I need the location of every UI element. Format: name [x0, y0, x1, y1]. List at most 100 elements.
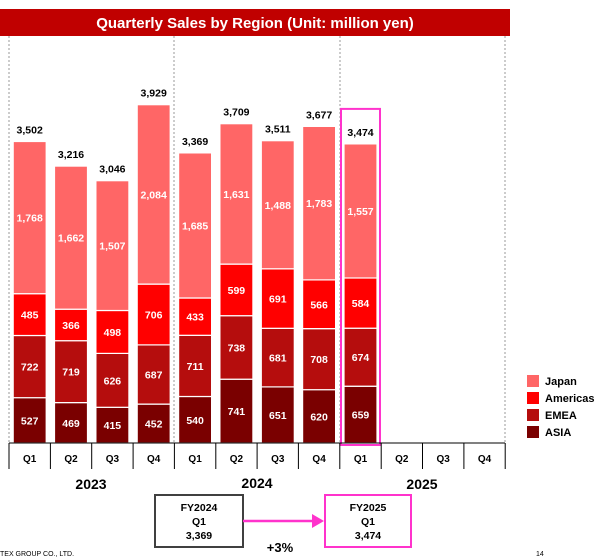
bar-americas-8	[343, 277, 378, 329]
value-label-japan-8: 1,557	[347, 206, 373, 218]
bar-japan-1	[53, 165, 89, 310]
legend-label-japan: Japan	[545, 376, 577, 388]
value-label-emea-5: 738	[228, 342, 246, 354]
year-label-2023: 2023	[75, 476, 106, 492]
bar-japan-8	[343, 143, 378, 279]
value-label-asia-3: 452	[145, 419, 163, 431]
total-label-1: 3,216	[58, 149, 84, 161]
value-label-americas-3: 706	[145, 310, 163, 322]
fy2025-label: FY2025	[350, 502, 387, 514]
x-tick-label-9: Q2	[395, 454, 409, 465]
bar-japan-6	[260, 140, 295, 270]
value-label-japan-5: 1,631	[223, 189, 249, 201]
bar-japan-0	[12, 140, 47, 295]
value-label-emea-0: 722	[21, 362, 39, 374]
x-tick-label-8: Q1	[354, 454, 368, 465]
total-label-8: 3,474	[347, 127, 373, 139]
bar-japan-2	[95, 180, 130, 312]
footer-company: TEX GROUP CO., LTD.	[0, 551, 74, 558]
value-label-americas-8: 584	[352, 298, 370, 310]
total-label-5: 3,709	[223, 107, 249, 119]
fy2025-value: 3,474	[355, 530, 381, 542]
x-tick-label-0: Q1	[23, 454, 37, 465]
x-tick-label-2: Q3	[106, 454, 120, 465]
bar-asia-2	[95, 406, 130, 444]
value-label-japan-2: 1,507	[99, 241, 125, 253]
bar-americas-1	[53, 308, 89, 342]
bar-emea-6	[260, 327, 295, 388]
value-label-asia-5: 741	[228, 406, 246, 418]
value-label-asia-7: 620	[310, 411, 328, 423]
bar-japan-3	[136, 104, 171, 285]
value-label-asia-2: 415	[104, 420, 122, 432]
x-tick-label-5: Q2	[230, 454, 244, 465]
value-label-americas-4: 433	[186, 312, 204, 324]
legend-swatch-asia	[527, 426, 539, 438]
x-tick-label-6: Q3	[271, 454, 285, 465]
legend-label-asia: ASIA	[545, 427, 571, 439]
fy2025-box	[324, 494, 412, 548]
value-label-japan-3: 2,084	[141, 189, 167, 201]
total-label-2: 3,046	[99, 164, 125, 176]
value-label-japan-1: 1,662	[58, 233, 84, 245]
bar-emea-5	[219, 315, 254, 380]
bar-japan-4	[178, 152, 213, 299]
x-axis-ticks: Q1 Q2 Q3 Q4 Q1 Q2 Q3 Q4 Q1 Q2 Q3 Q4	[8, 443, 506, 469]
bar-japan-5	[219, 123, 254, 265]
bar-area: 527 722 485 1,768 3,502 469 719 366 1,662 3,216 41…	[12, 88, 381, 447]
value-label-emea-1: 719	[62, 367, 80, 379]
bar-americas-4	[178, 297, 213, 336]
bar-americas-2	[95, 309, 130, 355]
value-label-americas-6: 691	[269, 294, 287, 306]
value-label-japan-7: 1,783	[306, 198, 332, 210]
value-label-asia-1: 469	[62, 418, 80, 430]
value-label-emea-2: 626	[104, 375, 122, 387]
legend-swatch-emea	[527, 409, 539, 421]
value-label-americas-1: 366	[62, 320, 80, 332]
legend: Japan Americas EMEA ASIA	[527, 375, 595, 439]
x-tick-label-11: Q4	[478, 454, 492, 465]
legend-label-emea: EMEA	[545, 410, 577, 422]
fy2025-quarter: Q1	[361, 516, 375, 528]
x-tick-label-3: Q4	[147, 454, 161, 465]
bar-emea-4	[178, 334, 213, 398]
x-tick-label-4: Q1	[188, 454, 202, 465]
value-label-asia-8: 659	[352, 410, 370, 422]
total-label-4: 3,369	[182, 136, 208, 148]
comparison-arrow-head	[312, 514, 324, 528]
value-label-emea-3: 687	[145, 370, 163, 382]
value-label-americas-2: 498	[104, 327, 122, 339]
x-tick-label-7: Q4	[312, 454, 326, 465]
bar-americas-0	[12, 293, 47, 337]
fy2024-label: FY2024	[181, 502, 218, 514]
value-label-emea-4: 711	[187, 361, 204, 373]
bar-asia-0	[12, 397, 47, 444]
value-label-emea-7: 708	[310, 354, 328, 366]
change-percent: +3%	[267, 540, 294, 555]
total-label-7: 3,677	[306, 109, 332, 121]
fy2024-value: 3,369	[186, 530, 212, 542]
total-label-6: 3,511	[265, 124, 291, 136]
value-label-asia-4: 540	[186, 415, 204, 427]
legend-label-americas: Americas	[545, 393, 595, 405]
value-label-japan-6: 1,488	[265, 200, 291, 212]
total-label-3: 3,929	[141, 88, 167, 100]
year-label-2024: 2024	[241, 475, 272, 491]
bar-asia-4	[178, 395, 213, 444]
legend-swatch-japan	[527, 375, 539, 387]
value-label-americas-7: 566	[310, 299, 328, 311]
footer-page-number: 14	[536, 551, 544, 558]
highlight-box	[340, 107, 381, 447]
bar-asia-3	[136, 403, 171, 444]
value-label-japan-4: 1,685	[182, 221, 208, 233]
legend-swatch-americas	[527, 392, 539, 404]
x-tick-label-10: Q3	[437, 454, 451, 465]
value-label-japan-0: 1,768	[17, 213, 43, 225]
value-label-emea-6: 681	[269, 353, 287, 365]
year-label-2025: 2025	[406, 476, 437, 492]
bar-emea-1	[53, 340, 89, 404]
fy2024-quarter: Q1	[192, 516, 206, 528]
value-label-americas-0: 485	[21, 310, 39, 322]
value-label-asia-0: 527	[21, 415, 39, 427]
